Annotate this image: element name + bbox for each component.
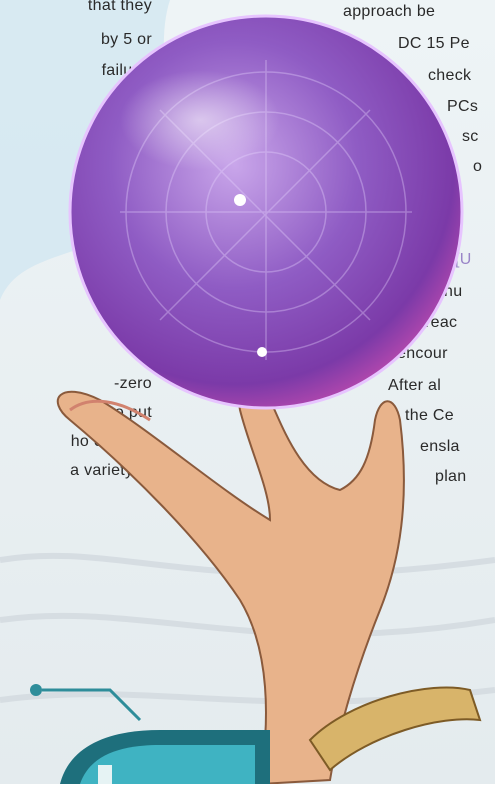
text-line: After al [388, 377, 441, 394]
text-line: nu [444, 283, 462, 300]
sparkle [257, 347, 267, 357]
finger-shade [69, 399, 151, 422]
text-line: the Ce [405, 407, 454, 424]
text-line: DC 15 Pe [398, 35, 470, 52]
highlight [120, 70, 280, 170]
text-line: plan [435, 468, 466, 485]
text-line: encour [397, 345, 448, 362]
text-line: -zero [114, 375, 152, 392]
text-line: PCs [447, 98, 478, 115]
text-line: that they [88, 0, 152, 14]
orb-rim [68, 14, 464, 410]
text-line: ensla [420, 438, 460, 455]
text-line: reac [425, 314, 457, 331]
text-line: sc [462, 128, 479, 145]
text-line: o [473, 158, 482, 175]
hand [56, 386, 405, 786]
text-line: by 5 or [101, 31, 152, 48]
text-line: approach be [343, 3, 435, 20]
circuit-decoration [30, 684, 270, 784]
text-line: check [428, 67, 472, 84]
bracelet [308, 686, 482, 772]
text-line: [U [455, 251, 472, 268]
sparkle [234, 194, 246, 206]
